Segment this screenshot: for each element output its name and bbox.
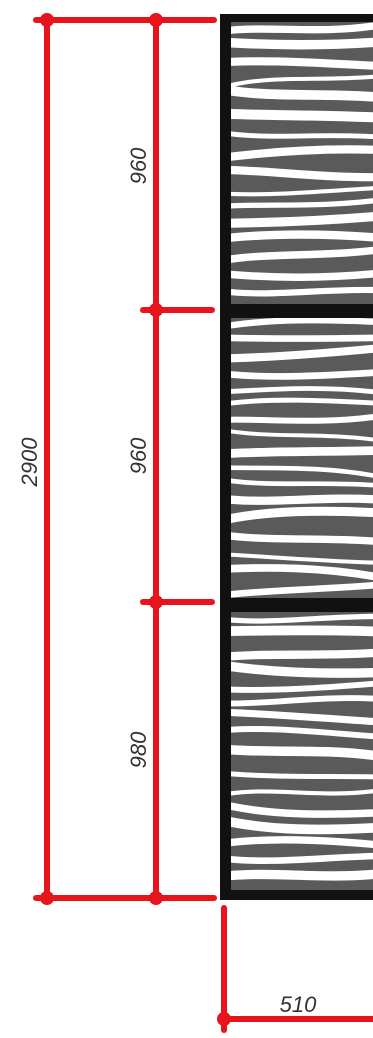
zebra-stripe bbox=[231, 661, 373, 678]
zebra-stripe bbox=[231, 836, 373, 849]
zebra-stripe bbox=[231, 817, 373, 835]
zebra-stripe bbox=[231, 344, 373, 363]
zebra-stripe bbox=[231, 771, 373, 780]
zebra-stripe bbox=[231, 852, 373, 864]
dimension-tick bbox=[217, 1012, 231, 1026]
zebra-stripe bbox=[231, 680, 373, 693]
zebra-stripe bbox=[231, 625, 373, 637]
zebra-stripe bbox=[231, 166, 373, 182]
zebra-stripe bbox=[231, 506, 373, 524]
zebra-stripe bbox=[231, 145, 373, 161]
zebra-stripe bbox=[231, 869, 373, 881]
zebra-stripe bbox=[231, 446, 373, 458]
dimension-tick bbox=[149, 891, 163, 905]
zebra-stripe bbox=[231, 109, 373, 123]
zebra-stripe bbox=[231, 726, 373, 740]
zebra-stripe bbox=[231, 270, 373, 281]
zebra-stripe bbox=[231, 802, 373, 818]
dimension-label-segment-2: 960 bbox=[126, 437, 151, 474]
zebra-stripe bbox=[231, 22, 373, 34]
dimension-label-total: 2900 bbox=[17, 437, 42, 488]
zebra-stripe bbox=[231, 318, 373, 329]
zebra-stripe bbox=[231, 131, 373, 140]
zebra-stripe bbox=[231, 334, 373, 342]
zebra-stripe bbox=[231, 429, 373, 442]
zebra-stripe bbox=[231, 57, 373, 70]
zebra-stripe bbox=[231, 708, 373, 726]
panel-3 bbox=[231, 612, 373, 890]
zebra-pattern bbox=[231, 613, 373, 881]
zebra-stripe bbox=[231, 246, 373, 263]
zebra-stripe bbox=[231, 230, 373, 242]
zebra-stripe bbox=[231, 386, 373, 395]
zebra-stripe bbox=[231, 552, 373, 565]
dimension-tick bbox=[149, 13, 163, 27]
zebra-stripe bbox=[231, 85, 373, 102]
zebra-stripe bbox=[231, 582, 373, 598]
zebra-stripe bbox=[231, 74, 373, 88]
dimension-tick bbox=[149, 595, 163, 609]
dimension-tick bbox=[40, 891, 54, 905]
zebra-stripe bbox=[231, 695, 373, 707]
panel-1 bbox=[231, 22, 373, 304]
zebra-stripe bbox=[231, 413, 373, 424]
dimension-label-segment-1: 960 bbox=[126, 147, 151, 184]
zebra-pattern bbox=[231, 22, 373, 297]
zebra-stripe bbox=[231, 198, 373, 209]
zebra-pattern bbox=[231, 318, 373, 598]
zebra-stripe bbox=[231, 186, 373, 197]
zebra-stripe bbox=[231, 564, 373, 581]
zebra-stripe bbox=[231, 744, 373, 761]
zebra-stripe bbox=[231, 478, 373, 488]
zebra-stripe bbox=[231, 613, 373, 624]
dimension-tick bbox=[149, 303, 163, 317]
zebra-stripe bbox=[231, 532, 373, 545]
dimension-label-segment-3: 980 bbox=[126, 731, 151, 768]
zebra-stripe bbox=[231, 397, 373, 406]
panel-2 bbox=[231, 318, 373, 598]
zebra-stripe bbox=[231, 789, 373, 796]
zebra-stripe bbox=[231, 465, 373, 478]
dimension-label-width: 510 bbox=[280, 992, 317, 1017]
dimension-tick bbox=[40, 13, 54, 27]
zebra-stripe bbox=[231, 648, 373, 661]
zebra-stripe bbox=[231, 494, 373, 505]
zebra-stripe bbox=[231, 286, 373, 297]
zebra-stripe bbox=[231, 37, 373, 50]
zebra-stripe bbox=[231, 369, 373, 380]
zebra-stripe bbox=[231, 212, 373, 228]
